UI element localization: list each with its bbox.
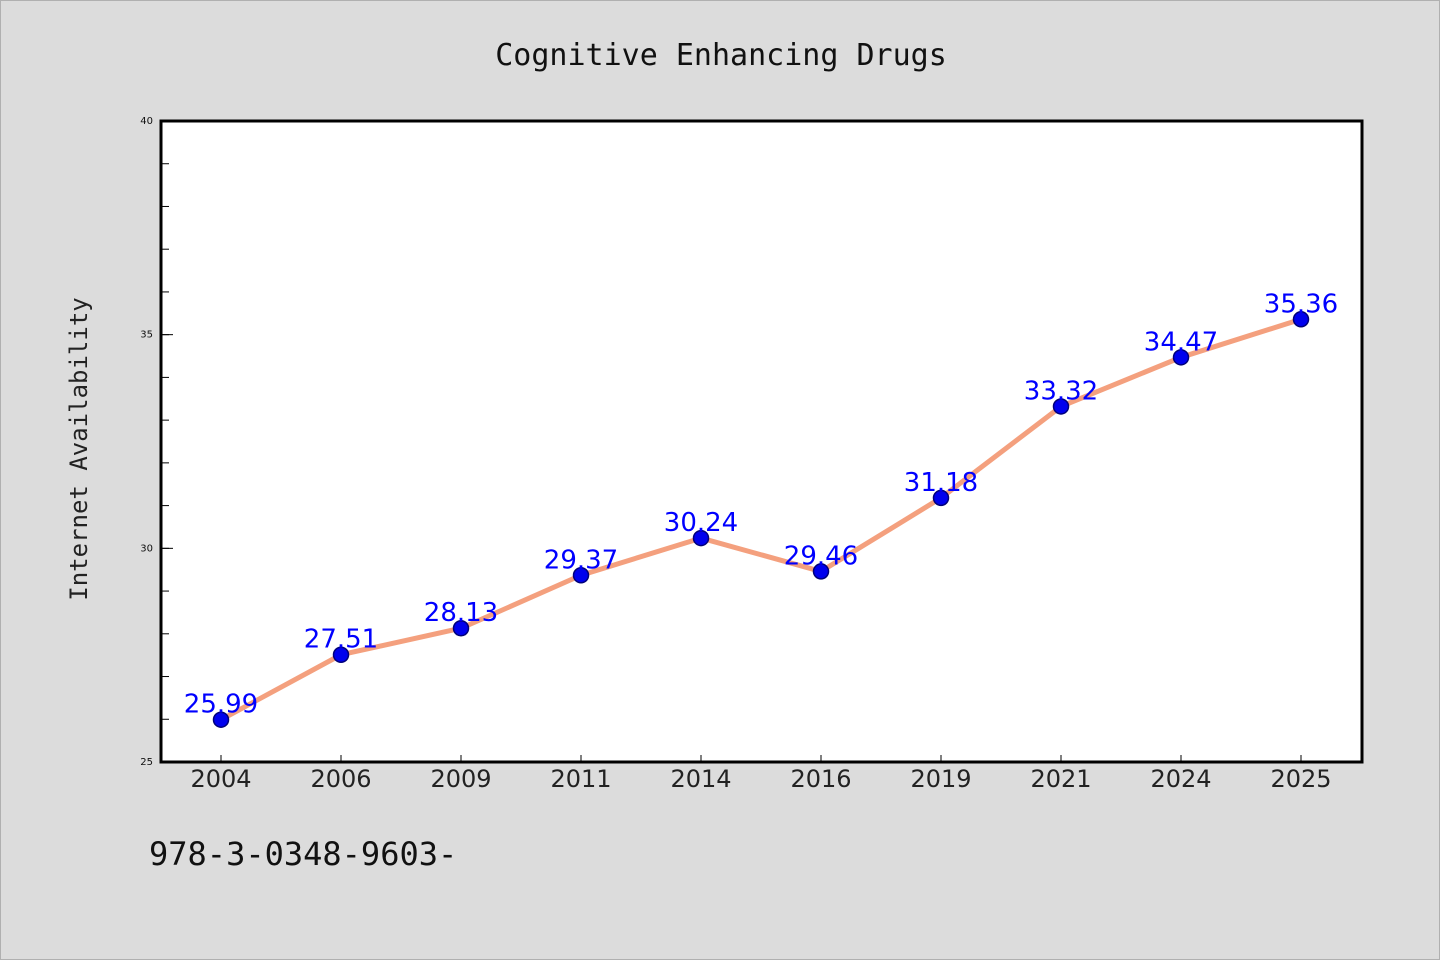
plot-area [159,119,1364,764]
x-tick-label: 2021 [1030,765,1091,793]
data-label: 35.36 [1264,289,1338,319]
data-label: 28.13 [424,598,498,628]
x-tick-label: 2011 [550,765,611,793]
x-tick-label: 2024 [1150,765,1211,793]
chart-title: Cognitive Enhancing Drugs [495,38,947,73]
series-layer: 25.99 27.51 28.13 29.37 30.24 29.46 31.18 33.32… [184,289,1338,728]
y-tick-label: 35 [140,330,153,341]
data-point-marker [1172,349,1190,366]
data-label: 30.24 [664,508,738,538]
x-tick-label: 2016 [790,765,851,793]
data-point-marker [572,567,590,584]
y-tick-label: 40 [140,116,153,127]
data-label: 29.46 [784,541,858,571]
data-point-marker [332,646,350,663]
data-point-marker [1052,398,1070,415]
data-point-marker [212,711,230,728]
x-tick-label: 2025 [1270,765,1331,793]
data-point-marker [932,489,950,507]
footer-isbn: 978-3-0348-9603- [149,835,457,873]
data-label: 25.99 [184,690,258,720]
x-tick-label: 2014 [670,765,731,793]
data-label: 34.47 [1144,327,1218,357]
x-tick-label: 2006 [310,765,371,793]
x-axis-ticks: 2004 2006 2009 2011 2014 2016 2019 2021 2024 2025 [190,755,1332,793]
y-tick-label: 25 [140,757,153,768]
data-point-marker [812,563,830,580]
data-label: 27.51 [304,625,378,655]
data-label: 31.18 [904,468,978,498]
data-point-marker [452,619,470,637]
data-label: 33.32 [1024,376,1098,406]
y-axis-label: Internet Availability [65,297,93,600]
data-point-marker [1292,311,1310,328]
data-point-marker [692,529,710,547]
series-line [218,316,1304,723]
x-tick-label: 2009 [430,765,491,793]
x-tick-label: 2004 [190,765,251,793]
x-tick-label: 2019 [910,765,971,793]
y-axis-ticks: 25 30 35 40 [140,116,173,768]
y-tick-label: 30 [140,543,153,554]
data-label: 29.37 [544,545,618,575]
